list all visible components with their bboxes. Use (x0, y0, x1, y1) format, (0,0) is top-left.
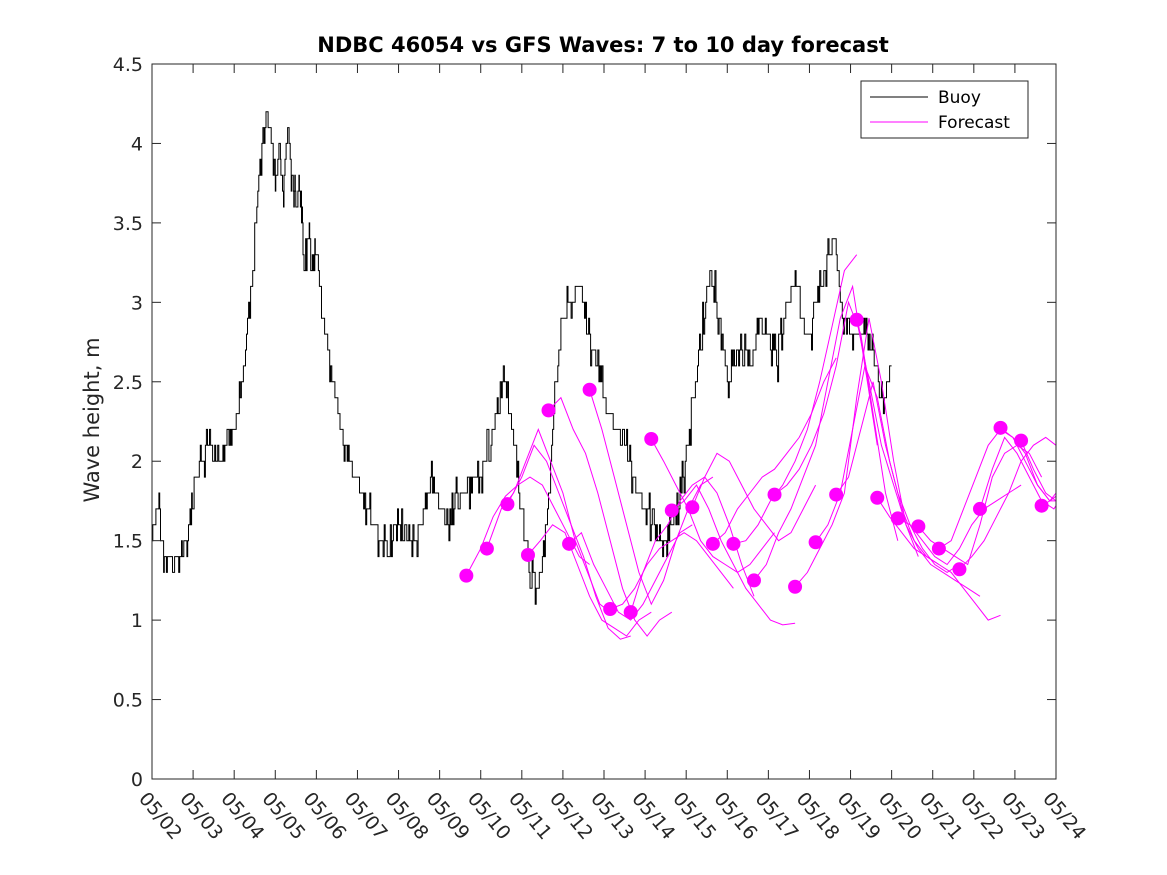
y-tick-label: 0.5 (113, 690, 143, 712)
forecast-start-marker (726, 536, 741, 551)
forecast-start-marker (1034, 498, 1049, 513)
y-axis-label: Wave height, m (80, 337, 104, 502)
forecast-start-marker (931, 541, 946, 556)
forecast-run-line (959, 436, 1056, 570)
forecast-start-marker (520, 547, 535, 562)
legend-label-buoy: Buoy (938, 88, 981, 108)
forecast-run-line (774, 300, 899, 541)
forecast-start-marker (788, 579, 803, 594)
y-tick-label: 1 (131, 610, 143, 632)
forecast-start-marker (664, 503, 679, 518)
forecast-start-marker (685, 500, 700, 515)
plot-area (152, 111, 1056, 640)
forecast-start-marker (849, 312, 864, 327)
forecast-run-line (712, 357, 837, 545)
forecast-start-marker (500, 497, 515, 512)
forecast-run-line (794, 318, 919, 588)
forecast-start-marker (767, 487, 782, 502)
forecast-run-line (691, 452, 817, 542)
legend-box (860, 80, 1029, 139)
forecast-start-marker (644, 431, 659, 446)
forecast-start-marker (972, 501, 987, 516)
forecast-start-marker (541, 403, 556, 418)
forecast-run-line (548, 396, 673, 637)
forecast-start-marker (829, 487, 844, 502)
y-tick-label: 4 (131, 133, 143, 155)
forecast-start-marker (952, 562, 967, 577)
forecast-run-line (1020, 440, 1056, 502)
y-tick-label: 0 (131, 769, 143, 791)
legend-label-forecast: Forecast (938, 113, 1010, 133)
forecast-run-line (815, 364, 940, 565)
forecast-start-marker (911, 519, 926, 534)
forecast-start-marker (1014, 433, 1029, 448)
forecast-start-marker (603, 601, 618, 616)
forecast-run-line (610, 532, 734, 610)
forecast-run-line (897, 484, 1022, 566)
forecast-start-marker (459, 568, 474, 583)
forecast-start-marker (993, 420, 1008, 435)
forecast-start-marker (808, 535, 823, 550)
forecast-run-line (876, 497, 1001, 621)
forecast-start-marker (623, 605, 638, 620)
forecast-start-marker (562, 536, 577, 551)
y-tick-label: 3.5 (113, 213, 143, 235)
forecast-run-line (979, 436, 1056, 510)
forecast-run-line (506, 444, 631, 640)
legend: Buoy Forecast (860, 80, 1029, 139)
forecast-start-marker (582, 382, 597, 397)
y-tick-label: 1.5 (113, 531, 143, 553)
forecast-start-marker (870, 490, 885, 505)
buoy-series-line (152, 111, 892, 605)
forecast-run-line (568, 524, 693, 621)
forecast-start-marker (890, 511, 905, 526)
y-tick-label: 4.5 (113, 54, 143, 76)
y-tick-label: 2.5 (113, 372, 143, 394)
forecast-run-line (527, 524, 652, 637)
forecast-run-line (835, 381, 960, 573)
forecast-start-marker (746, 573, 761, 588)
chart-title: NDBC 46054 vs GFS Waves: 7 to 10 day for… (317, 33, 888, 57)
y-tick-label: 2 (131, 451, 143, 473)
y-tick-label: 3 (131, 292, 143, 314)
forecast-start-marker (479, 541, 494, 556)
forecast-start-marker (705, 536, 720, 551)
forecast-run-line (733, 254, 858, 545)
forecast-run-line (650, 438, 775, 573)
forecast-run-line (671, 484, 796, 626)
